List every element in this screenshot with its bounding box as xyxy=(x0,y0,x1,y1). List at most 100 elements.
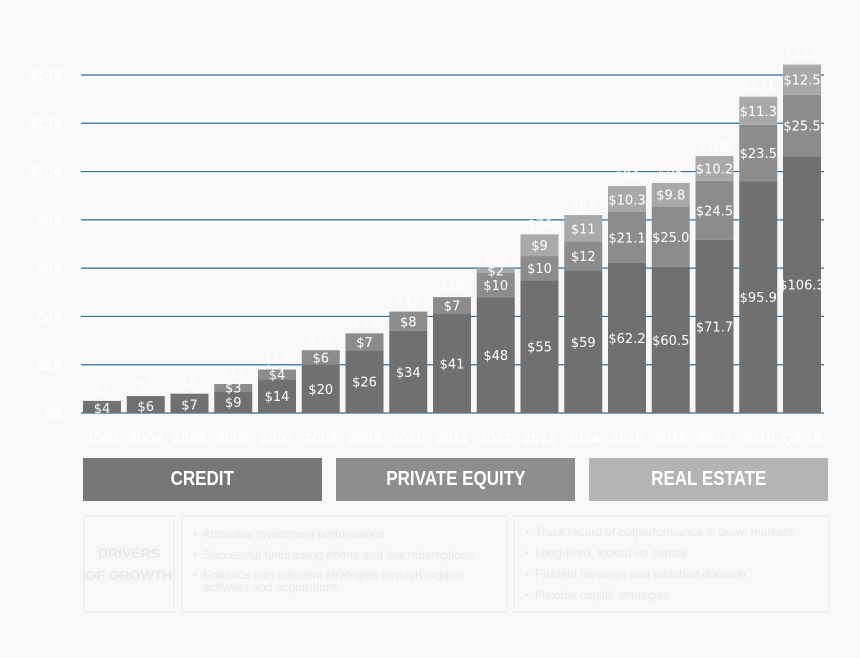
bar-segment xyxy=(170,396,209,413)
data-label: $10 xyxy=(527,262,552,277)
bar-segment xyxy=(520,256,559,281)
bars xyxy=(83,64,821,413)
drivers-of-growth-title: DRIVERS OF GROWTH xyxy=(83,515,175,613)
data-label: $20 xyxy=(308,383,333,398)
bar-segment xyxy=(258,369,296,380)
data-label: $55 xyxy=(527,341,552,356)
bar-segment xyxy=(608,211,646,263)
bar-segment xyxy=(564,215,603,242)
data-label: $10.2 xyxy=(696,162,733,177)
x-tick-label: 2016 xyxy=(654,430,687,447)
bar-segment xyxy=(739,97,778,125)
legend-credit-label: CREDIT xyxy=(170,468,235,490)
data-label: $6 xyxy=(312,351,329,366)
bar-segment xyxy=(433,297,471,315)
legend-private-equity-label: PRIVATE EQUITY xyxy=(385,468,526,490)
x-tick-label: 2012 xyxy=(479,430,512,447)
bar-segment xyxy=(345,333,384,351)
data-label: $62.2 xyxy=(608,332,645,347)
data-label: $59 xyxy=(571,336,596,351)
drivers-right-list: Track record of outperformance in down m… xyxy=(525,525,818,602)
legend-credit: CREDIT xyxy=(83,458,322,501)
legend-private-equity: PRIVATE EQUITY xyxy=(336,458,575,501)
data-label: $9 xyxy=(225,396,242,411)
stacked-bar-chart: $0 $20 $40 $60 $80 $100 $120 $140 $4 $5 $6 $7 $7 $8 $… xyxy=(29,48,825,447)
data-label: $11 xyxy=(571,222,596,237)
y-tick-label: $100 xyxy=(29,164,62,181)
x-tick-label: 2014 xyxy=(567,430,601,447)
total-label: $25 xyxy=(308,336,333,351)
list-item: Attractive investment performance xyxy=(193,527,496,541)
total-label: $18 xyxy=(265,353,290,368)
bar-segment xyxy=(608,187,646,212)
data-label: $3 xyxy=(225,382,242,397)
y-tick-label: $40 xyxy=(37,308,62,325)
bar-segment xyxy=(476,297,515,413)
data-label: $6 xyxy=(137,400,154,415)
bar-segment xyxy=(520,280,559,413)
bar-segment xyxy=(739,96,778,98)
bar-segment xyxy=(739,124,778,182)
y-tick-label: $140 xyxy=(29,67,62,84)
data-label: $25.5 xyxy=(783,120,820,135)
bar-segment xyxy=(695,180,734,240)
bar-segment xyxy=(433,314,471,413)
bar-segment xyxy=(83,400,121,404)
bar-segment xyxy=(389,330,428,413)
data-label: $10 xyxy=(483,279,508,294)
total-label: $95 xyxy=(658,167,683,182)
x-tick-label: 2008 xyxy=(304,430,337,447)
total-label: $5 xyxy=(94,384,111,399)
data-label: $8 xyxy=(400,315,417,330)
total-label: $33 xyxy=(352,316,377,331)
total-label: $8 xyxy=(181,377,198,392)
total-label: $94 xyxy=(615,169,640,184)
legend-real-estate-label: REAL ESTATE xyxy=(650,468,767,490)
data-label: $25.0 xyxy=(652,231,689,246)
x-tick-label: 2007 xyxy=(260,430,293,447)
x-tick-label: 2017 xyxy=(698,430,731,447)
x-tick-label: 2015 xyxy=(610,430,643,447)
data-label: $11.3 xyxy=(740,105,777,120)
data-label: $10.3 xyxy=(608,193,645,208)
x-tick-label: 2011 xyxy=(436,430,469,447)
x-axis-ticks: 2003 2004 2005 2006 2007 2008 2009 2010 2011 2012… xyxy=(85,430,822,447)
x-tick-label: 2018 xyxy=(742,430,775,447)
y-tick-label: $120 xyxy=(29,115,62,132)
bar-segment xyxy=(783,64,821,95)
total-label: $12 xyxy=(221,367,246,382)
bar-segment xyxy=(564,270,603,413)
data-label: $23.5 xyxy=(740,147,777,162)
total-label: $82 xyxy=(571,198,596,213)
y-tick-label: $0 xyxy=(45,405,62,422)
drivers-left-panel: Attractive investment performance Succes… xyxy=(181,515,508,613)
drivers-left-list: Attractive investment performance Succes… xyxy=(193,527,496,593)
data-label: $4 xyxy=(94,402,111,417)
y-axis-ticks: $0 $20 $40 $60 $80 $100 $120 $140 xyxy=(29,67,62,422)
total-label: $106 xyxy=(698,140,731,155)
y-tick-label: $60 xyxy=(37,260,62,277)
bar-segment xyxy=(476,272,515,298)
bar-segment xyxy=(695,239,734,413)
data-label: $7 xyxy=(356,336,373,351)
list-item: Entrance into adjacent strategies throug… xyxy=(193,569,496,593)
total-label: $144 xyxy=(785,48,818,63)
x-tick-label: 2010 xyxy=(392,430,425,447)
x-tick-label: 2004 xyxy=(129,430,163,447)
bar-labels: $4$5$6$7$7$8$9$3$12$14$4$18$20$6$25$26$7… xyxy=(94,48,825,417)
data-label: $24.5 xyxy=(696,204,733,219)
x-tick-label: Q3'19 xyxy=(782,430,822,447)
data-label: $7 xyxy=(181,399,198,414)
data-label: $48 xyxy=(483,349,508,364)
bar-segment xyxy=(258,379,296,413)
x-tick-label: 2009 xyxy=(348,430,381,447)
y-tick-label: $20 xyxy=(37,357,62,374)
y-tick-label: $80 xyxy=(37,212,62,229)
bar-segment xyxy=(783,94,821,157)
drivers-right-panel: Track record of outperformance in down m… xyxy=(513,515,830,613)
bar-segment xyxy=(520,234,559,257)
data-label: $12.5 xyxy=(783,74,820,89)
data-label: $95.9 xyxy=(740,291,777,306)
drivers-title-line1: DRIVERS xyxy=(97,545,161,561)
total-label: $7 xyxy=(137,379,154,394)
